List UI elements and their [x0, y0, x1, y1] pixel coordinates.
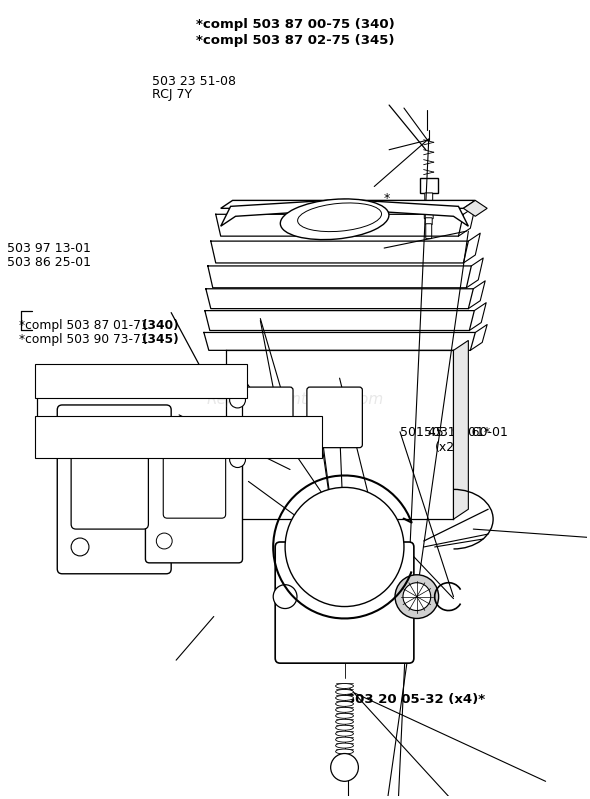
FancyBboxPatch shape	[420, 177, 438, 193]
FancyBboxPatch shape	[35, 416, 322, 458]
Text: 503 28 90-05: 503 28 90-05	[42, 439, 129, 452]
FancyBboxPatch shape	[424, 201, 434, 208]
FancyBboxPatch shape	[145, 421, 242, 562]
Text: *compl 503 87 01-71: *compl 503 87 01-71	[19, 320, 153, 332]
Circle shape	[156, 435, 172, 451]
Text: RCJ 7Y: RCJ 7Y	[152, 88, 192, 101]
Text: ReplacementParts.com: ReplacementParts.com	[206, 392, 384, 407]
Text: *compl 503 87 00-75 (340): *compl 503 87 00-75 (340)	[196, 18, 394, 31]
Circle shape	[71, 538, 89, 556]
Text: 503 28 90-03: 503 28 90-03	[42, 425, 129, 438]
Ellipse shape	[336, 707, 353, 713]
FancyBboxPatch shape	[423, 207, 434, 214]
Text: 503 23 51-08: 503 23 51-08	[152, 75, 236, 88]
FancyBboxPatch shape	[275, 542, 414, 663]
Text: 501 45 16-01*: 501 45 16-01*	[400, 427, 490, 439]
Circle shape	[395, 574, 438, 618]
FancyBboxPatch shape	[57, 405, 171, 574]
Polygon shape	[221, 201, 476, 209]
FancyBboxPatch shape	[71, 450, 149, 529]
Text: 503 92 60-01: 503 92 60-01	[424, 427, 507, 439]
Ellipse shape	[336, 690, 353, 694]
Text: 503 20 05-32 (x4)*: 503 20 05-32 (x4)*	[346, 693, 486, 706]
FancyBboxPatch shape	[307, 387, 362, 447]
Circle shape	[71, 423, 89, 441]
FancyBboxPatch shape	[424, 213, 433, 219]
Text: *: *	[384, 193, 390, 205]
Text: (340): (340)	[142, 320, 179, 332]
Text: 503 97 13-01: 503 97 13-01	[8, 242, 91, 255]
Circle shape	[156, 533, 172, 549]
Circle shape	[285, 487, 404, 606]
Text: 737 44 10-00 (x2): 737 44 10-00 (x2)	[42, 379, 153, 392]
Ellipse shape	[297, 203, 382, 232]
Circle shape	[273, 585, 297, 609]
Text: (340): (340)	[127, 425, 164, 438]
Circle shape	[403, 582, 431, 610]
FancyBboxPatch shape	[425, 218, 432, 225]
FancyBboxPatch shape	[425, 193, 432, 202]
Text: (345): (345)	[127, 439, 164, 452]
Circle shape	[230, 392, 245, 408]
Circle shape	[330, 753, 358, 781]
Ellipse shape	[336, 737, 353, 742]
Ellipse shape	[336, 743, 353, 748]
Ellipse shape	[280, 199, 389, 240]
Circle shape	[230, 451, 245, 467]
FancyBboxPatch shape	[242, 387, 293, 452]
Text: 503 86 25-01: 503 86 25-01	[8, 256, 91, 268]
Ellipse shape	[336, 719, 353, 724]
Polygon shape	[454, 340, 468, 519]
Ellipse shape	[336, 714, 353, 718]
FancyBboxPatch shape	[426, 224, 432, 239]
Ellipse shape	[336, 695, 353, 701]
Text: (x2): (x2)	[435, 440, 460, 454]
Ellipse shape	[336, 731, 353, 736]
Polygon shape	[463, 201, 487, 217]
Text: *compl 503 90 73-71: *compl 503 90 73-71	[19, 332, 153, 346]
Ellipse shape	[336, 725, 353, 730]
FancyBboxPatch shape	[35, 364, 247, 398]
Text: *compl 503 87 02-75 (345): *compl 503 87 02-75 (345)	[196, 34, 394, 46]
Text: (345): (345)	[142, 332, 179, 346]
Polygon shape	[221, 200, 468, 226]
Ellipse shape	[336, 749, 353, 754]
FancyBboxPatch shape	[163, 455, 225, 519]
Ellipse shape	[336, 702, 353, 706]
Ellipse shape	[336, 683, 353, 689]
